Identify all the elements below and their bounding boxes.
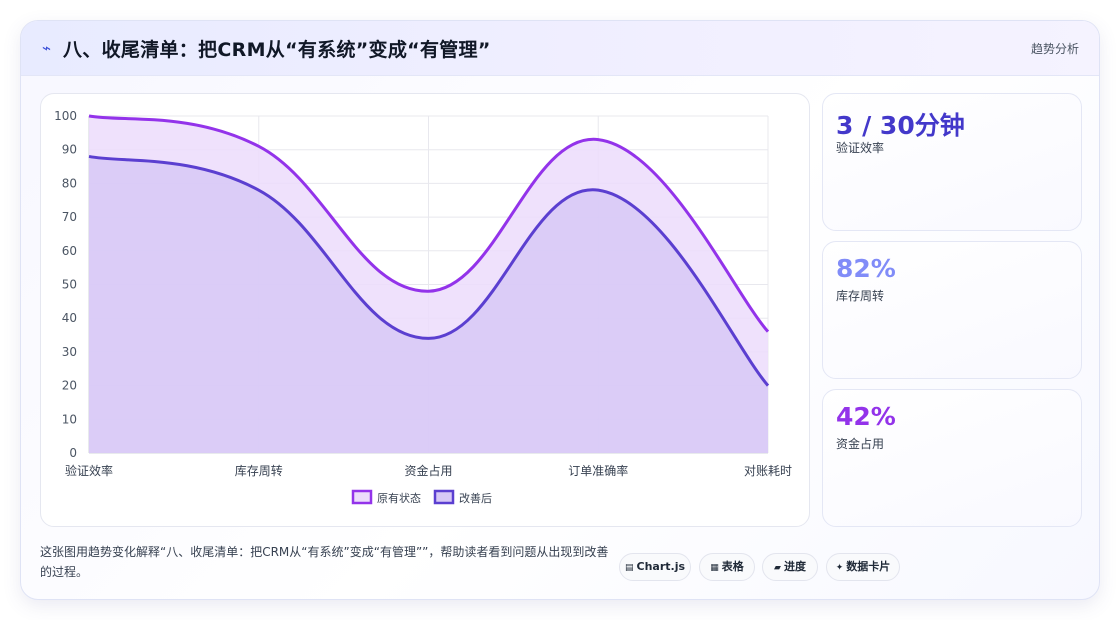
stat-value: 42% — [836, 402, 896, 431]
stat-card-verify-efficiency: 3 / 30分钟 验证效率 — [822, 93, 1082, 231]
series-line-1 — [88, 114, 770, 333]
chart-panel: 0 10 20 30 40 50 60 70 80 90 100 验证效率 库存周转 资金占用 订单准确率 对… — [40, 93, 810, 527]
stat-value: 82% — [836, 254, 896, 283]
x-tick-label: 资金占用 — [404, 463, 452, 478]
chip-progress[interactable]: ▰ 进度 — [762, 553, 818, 581]
y-tick-label: 0 — [69, 446, 77, 460]
chart-icon: ▤ — [624, 563, 634, 573]
card-title: 八、收尾清单：把CRM从“有系统”变成“有管理” — [63, 39, 491, 61]
area-chart: 0 10 20 30 40 50 60 70 80 90 100 验证效率 库存周转 资金占用 订单准确率 对… — [54, 109, 792, 505]
trend-card: ⌁ 八、收尾清单：把CRM从“有系统”变成“有管理” 趋势分析 0 10 20 30 4… — [20, 20, 1100, 600]
table-icon: ▦ — [710, 563, 719, 573]
y-tick-label: 100 — [54, 109, 77, 123]
legend-label: 原有状态 — [377, 491, 421, 505]
y-tick-label: 60 — [62, 244, 77, 258]
sparkle-icon: ✦ — [835, 563, 844, 573]
stat-label: 验证效率 — [836, 141, 885, 155]
legend-label: 改善后 — [459, 491, 492, 505]
y-tick-label: 50 — [62, 278, 77, 292]
y-tick-label: 40 — [62, 311, 77, 325]
stat-value: 3 / 30分钟 — [836, 111, 965, 140]
progress-icon: ▰ — [774, 563, 781, 573]
y-tick-label: 20 — [62, 379, 77, 393]
chip-label: 表格 — [721, 560, 744, 573]
card-header: ⌁ 八、收尾清单：把CRM从“有系统”变成“有管理” 趋势分析 — [21, 21, 1099, 76]
chip-label: Chart.js — [636, 560, 686, 573]
lightning-icon: ⌁ — [42, 39, 52, 57]
y-tick-label: 70 — [62, 210, 77, 224]
x-tick-label: 订单准确率 — [568, 463, 628, 478]
y-tick-label: 10 — [62, 412, 77, 426]
stat-label: 资金占用 — [836, 437, 885, 451]
stat-card-inventory-turnover: 82% 库存周转 — [822, 241, 1082, 379]
chip-label: 数据卡片 — [846, 560, 891, 573]
legend-swatch — [433, 489, 455, 505]
series-line-2 — [88, 154, 770, 387]
x-tick-label: 对账耗时 — [744, 464, 792, 478]
legend-swatch — [351, 489, 373, 505]
x-tick-label: 验证效率 — [65, 463, 113, 478]
x-tick-label: 库存周转 — [235, 463, 283, 478]
chip-label: 进度 — [783, 560, 806, 573]
y-tick-label: 30 — [62, 345, 77, 359]
y-tick-label: 90 — [62, 143, 77, 157]
chip-chartjs[interactable]: ▤ Chart.js — [619, 553, 691, 581]
trend-analysis-tag: 趋势分析 — [1030, 42, 1079, 56]
stat-card-capital-occupancy: 42% 资金占用 — [822, 389, 1082, 527]
y-tick-label: 80 — [62, 176, 77, 190]
chart-description: 这张图用趋势变化解释“八、收尾清单：把CRM从“有系统”变成“有管理””，帮助读… — [40, 545, 609, 579]
stat-label: 库存周转 — [836, 289, 885, 303]
chip-data-cards[interactable]: ✦ 数据卡片 — [826, 553, 900, 581]
chip-table[interactable]: ▦ 表格 — [699, 553, 755, 581]
series-area-2 — [89, 156, 768, 453]
